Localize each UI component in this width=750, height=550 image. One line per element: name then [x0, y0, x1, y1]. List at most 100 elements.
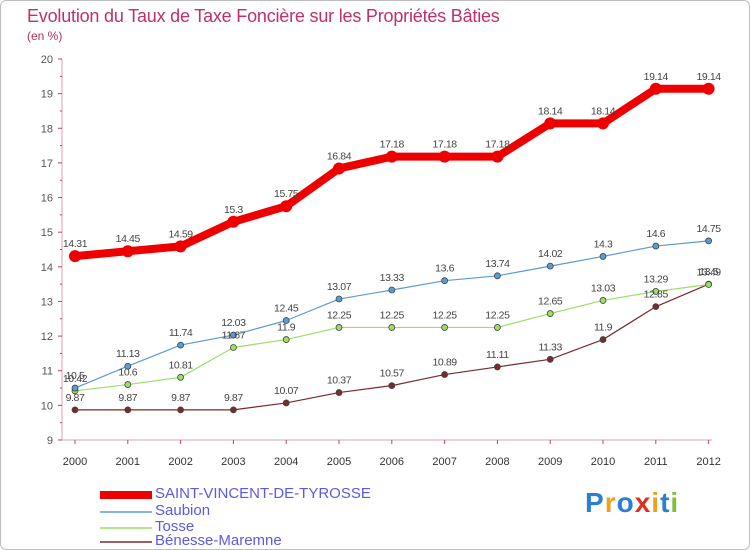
data-label: 17.18: [380, 139, 405, 151]
data-label: 18.14: [538, 105, 563, 117]
data-point: [441, 371, 449, 378]
data-point: [599, 253, 607, 260]
data-point: [282, 399, 290, 407]
logo-letter: i: [670, 487, 680, 518]
data-label: 9.87: [66, 392, 85, 404]
data-point: [335, 324, 343, 331]
data-point: [388, 286, 396, 294]
data-label: 9.87: [118, 392, 137, 404]
data-point: [282, 317, 290, 324]
data-point: [335, 389, 343, 396]
data-label: 13.03: [591, 282, 616, 294]
y-tick-label: 16: [41, 193, 53, 205]
logo-letter: t: [660, 487, 671, 518]
data-label: 14.02: [538, 248, 563, 260]
data-label: 17.18: [485, 139, 510, 151]
data-label: 19.14: [644, 71, 669, 83]
data-point: [599, 297, 607, 304]
y-tick-label: 10: [41, 400, 53, 412]
data-point: [229, 344, 237, 351]
data-label: 12.25: [432, 309, 457, 321]
y-tick-label: 19: [41, 89, 53, 101]
data-point: [705, 237, 712, 245]
logo-letter: o: [616, 487, 635, 518]
data-label: 14.3: [594, 238, 613, 250]
data-label: 19.14: [696, 71, 721, 83]
data-point: [652, 288, 660, 295]
data-label: 14.45: [116, 233, 141, 245]
x-tick-label: 2004: [274, 456, 298, 468]
data-point: [493, 324, 501, 331]
y-tick-label: 15: [41, 227, 53, 239]
data-label: 11.67: [222, 330, 246, 342]
data-label: 13.33: [380, 272, 405, 284]
data-label: 13.74: [485, 258, 510, 270]
data-point: [649, 82, 662, 95]
data-point: [388, 382, 396, 390]
legend-swatch-benesse: [100, 541, 152, 543]
legend-label: SAINT-VINCENT-DE-TYROSSE: [155, 485, 371, 502]
x-tick-label: 2011: [644, 456, 668, 468]
data-point: [333, 162, 345, 175]
data-point: [652, 303, 660, 311]
x-tick-label: 2003: [221, 456, 245, 468]
data-label: 12.25: [380, 309, 405, 321]
data-point: [71, 384, 79, 392]
data-point: [546, 355, 554, 363]
data-point: [227, 215, 240, 228]
y-tick-label: 12: [41, 331, 53, 343]
data-point: [174, 240, 187, 253]
data-label: 11.74: [169, 327, 193, 339]
data-point: [493, 363, 501, 371]
data-label: 14.31: [63, 238, 88, 250]
data-label: 12.45: [274, 303, 299, 315]
data-label: 10.89: [432, 357, 457, 369]
legend-label: Tosse: [155, 518, 195, 535]
data-label: 13.07: [327, 281, 352, 293]
data-point: [177, 341, 185, 349]
series-line: [75, 283, 709, 411]
data-point: [597, 117, 609, 130]
data-label: 14.75: [696, 223, 721, 235]
y-tick-label: 18: [41, 123, 53, 135]
data-point: [702, 82, 715, 95]
data-label: 9.87: [171, 392, 190, 404]
chart-title: Evolution du Taux de Taxe Foncière sur l…: [27, 6, 500, 26]
data-point: [546, 310, 554, 317]
data-point: [121, 245, 134, 258]
data-label: 12.25: [327, 309, 352, 321]
logo-letter: P: [585, 487, 605, 518]
data-point: [388, 324, 396, 331]
proxiti-logo: Proxiti: [585, 487, 679, 519]
data-point: [229, 331, 237, 339]
data-label: 15.75: [274, 188, 299, 200]
data-point: [124, 381, 132, 388]
data-point: [544, 117, 557, 130]
data-point: [280, 200, 293, 213]
y-tick-label: 9: [47, 435, 53, 447]
data-label: 13.49: [696, 266, 721, 278]
data-label: 13.29: [644, 273, 669, 285]
data-point: [124, 406, 132, 414]
y-tick-label: 17: [41, 158, 53, 170]
x-tick-label: 2006: [380, 456, 404, 468]
data-label: 18.14: [591, 105, 616, 117]
data-label: 12.25: [485, 309, 510, 321]
data-label: 11.9: [277, 322, 296, 334]
y-tick-label: 20: [41, 54, 53, 66]
data-label: 13.5: [699, 266, 718, 278]
data-label: 10.6: [118, 367, 137, 379]
data-label: 10.37: [327, 375, 352, 387]
data-point: [493, 272, 501, 280]
logo-letter: x: [634, 487, 652, 518]
y-tick-label: 11: [42, 366, 53, 378]
data-label: 12.85: [644, 289, 669, 301]
data-point: [546, 262, 554, 270]
x-tick-label: 2012: [696, 456, 720, 468]
data-label: 17.18: [432, 139, 457, 151]
data-point: [177, 406, 185, 414]
data-point: [69, 250, 81, 263]
legend-label: Saubion: [155, 502, 211, 519]
logo-letter: i: [651, 487, 661, 518]
